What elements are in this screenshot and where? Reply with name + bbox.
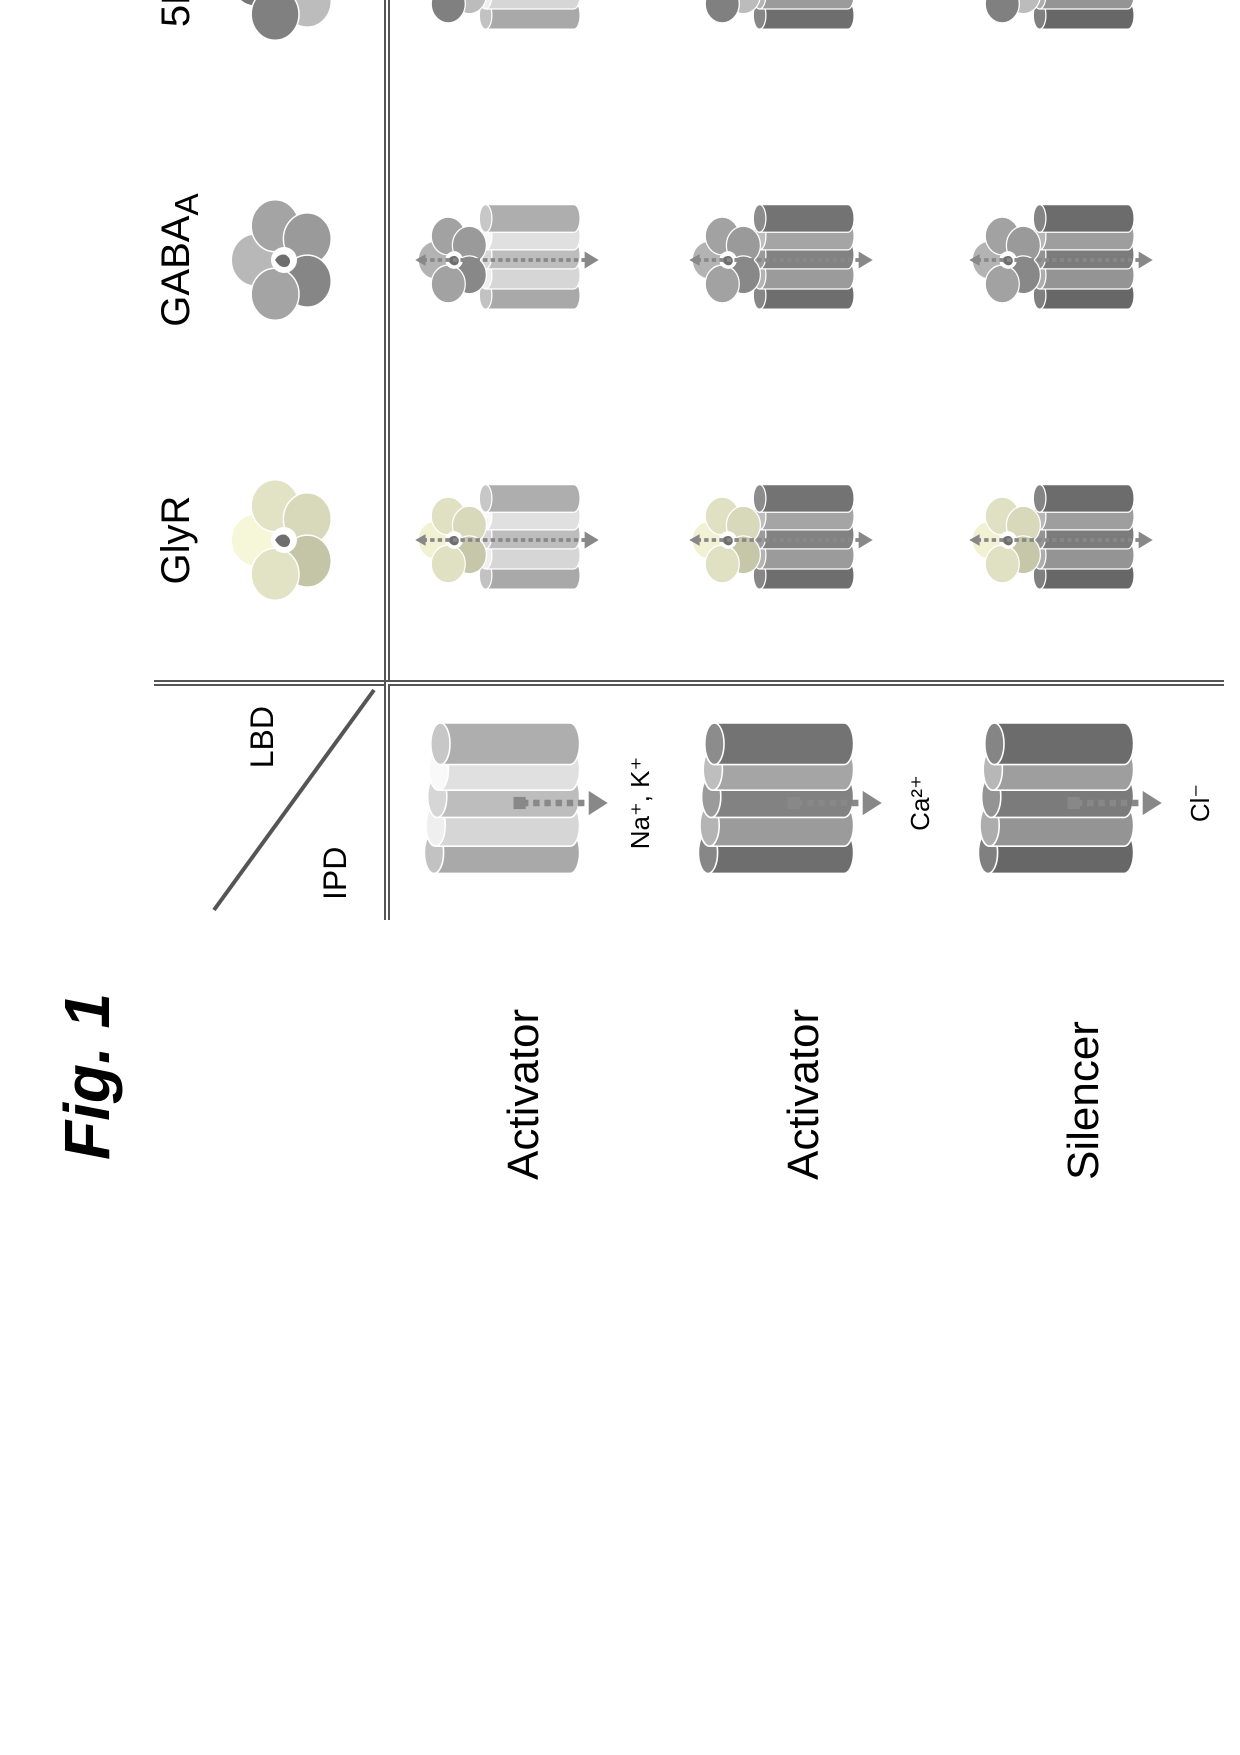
row-activator-1: Activator Na⁺, K⁺ [384, 0, 664, 920]
diagram-grid: LBD IPD GlyR GABAA [154, 0, 1224, 920]
figure-title: Fig. 1 [50, 0, 124, 1160]
chimera-icon [964, 178, 1166, 342]
row-label-3: Silencer [944, 940, 1224, 1180]
lbd-icon-gaba [214, 185, 344, 335]
lbd-icon [214, 0, 344, 55]
row-label-1: Activator [384, 940, 664, 1180]
cell-r1c1 [384, 400, 664, 680]
chimera-icon [684, 178, 886, 342]
pore-icon [410, 707, 618, 899]
lbd-icon-glyr [214, 465, 344, 615]
cell-r2c3 [664, 0, 944, 120]
cell-r1c3 [384, 0, 664, 120]
cell-r3c3 [944, 0, 1224, 120]
row-label-2: Activator [664, 940, 944, 1180]
ipd-label: IPD [317, 847, 354, 900]
row-activator-2: Activator Ca²⁺ [664, 0, 944, 920]
col-gaba: GABAA [154, 120, 384, 400]
cell-r2c1 [664, 400, 944, 680]
pore-icon [964, 707, 1172, 899]
cell-r1c2 [384, 120, 664, 400]
header-row: LBD IPD GlyR GABAA [154, 0, 384, 920]
ipd-lbd-cell: LBD IPD [154, 680, 384, 920]
row-silencer: Silencer Cl⁻ [944, 0, 1224, 920]
lbd-label: LBD [244, 706, 281, 768]
chimera-icon [410, 0, 612, 62]
col-5ht3: 5HT3 [154, 0, 384, 120]
chimera-icon [964, 0, 1166, 62]
col-label-gaba: GABAA [154, 120, 207, 400]
col-label-glyr: GlyR [154, 400, 199, 680]
chimera-icon [684, 458, 886, 622]
lbd-icon [214, 465, 344, 615]
col-label-5ht3: 5HT3 [154, 0, 207, 120]
col-glyr: GlyR [154, 400, 384, 680]
cell-r3c2 [944, 120, 1224, 400]
chimera-icon [964, 458, 1166, 622]
ipd-cell-3: Cl⁻ [944, 680, 1224, 920]
chimera-icon [410, 458, 612, 622]
cell-r3c1 [944, 400, 1224, 680]
lbd-icon-5ht3 [214, 0, 344, 55]
ipd-cell-2: Ca²⁺ [664, 680, 944, 920]
pore-icon [684, 707, 892, 899]
cell-r2c2 [664, 120, 944, 400]
ion-label-1: Na⁺, K⁺ [625, 686, 656, 920]
lbd-icon [214, 185, 344, 335]
ion-label-2: Ca²⁺ [905, 686, 936, 920]
ion-label-3: Cl⁻ [1185, 686, 1216, 920]
chimera-icon [410, 178, 612, 342]
chimera-icon [684, 0, 886, 62]
ipd-cell-1: Na⁺, K⁺ [384, 680, 664, 920]
